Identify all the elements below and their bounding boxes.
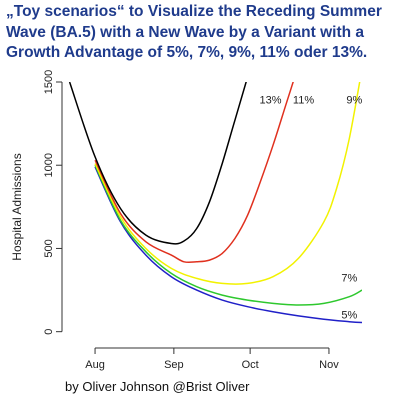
chart-title-line: „Toy scenarios“ to Visualize the Recedin… xyxy=(6,3,382,20)
y-axis-label: Hospital Admissions xyxy=(10,153,24,260)
credit-text: by Oliver Johnson @Brist Oliver xyxy=(65,379,250,394)
series-annotation: 7% xyxy=(341,273,357,285)
series-line-13pct xyxy=(68,82,247,245)
series-annotations: 13% 11% 9% 7% 5% xyxy=(259,95,362,322)
series-line-5pct xyxy=(94,166,362,324)
x-tick-label: Aug xyxy=(85,359,105,371)
series-line-9pct xyxy=(94,82,361,285)
series-line-7pct xyxy=(94,164,362,306)
chart-title-line: Wave (BA.5) with a New Wave by a Variant… xyxy=(6,23,365,41)
y-tick-label: 500 xyxy=(43,239,55,257)
chart-title: „Toy scenarios“ to Visualize the Recedin… xyxy=(6,2,398,64)
series-annotation: 9% xyxy=(346,95,362,107)
y-tick-label: 0 xyxy=(43,329,55,335)
axes: 0 500 1000 1500 Aug Sep Oct Nov xyxy=(43,70,339,371)
x-tick-label: Nov xyxy=(319,359,339,371)
series-annotation: 13% xyxy=(259,95,281,107)
y-tick-label: 1000 xyxy=(43,153,55,177)
series-lines xyxy=(68,82,362,324)
series-annotation: 11% xyxy=(293,95,314,107)
x-tick-label: Oct xyxy=(242,359,259,371)
series-annotation: 5% xyxy=(341,309,357,321)
chart-title-line: Growth Advantage of 5%, 7%, 9%, 11% oder… xyxy=(6,44,368,61)
y-tick-label: 1500 xyxy=(43,70,55,94)
x-tick-label: Sep xyxy=(164,359,184,371)
series-line-11pct xyxy=(94,82,294,264)
